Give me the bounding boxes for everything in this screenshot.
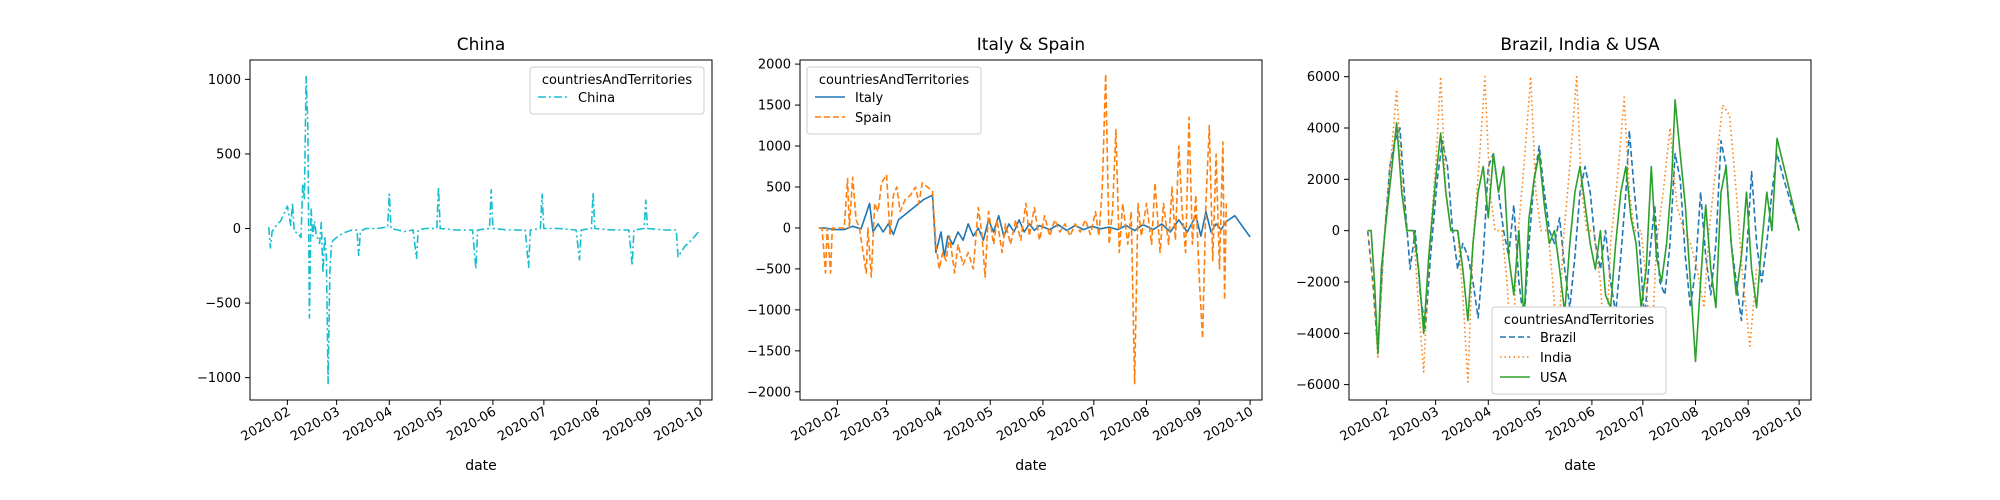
y-tick-label: 500 [216,147,241,162]
y-tick-label: −2000 [1296,275,1340,290]
y-tick-label: 4000 [1307,122,1340,137]
y-tick-label: 1000 [758,140,791,155]
legend-box [806,66,982,135]
legend: countriesAndTerritories Italy Spain [806,66,982,135]
y-tick-label: −1500 [747,344,791,359]
legend-title: countriesAndTerritories [1504,313,1655,328]
x-axis-label: date [1015,458,1047,474]
y-tick-label: 2000 [758,58,791,73]
y-tick-label: 0 [783,221,791,236]
y-tick-label: 6000 [1307,70,1340,85]
series-line-india [1366,75,1758,383]
panel-brazil-india-usa: Brazil, India & USA −6000 −4000 −2000 0 2000… [1296,35,1812,474]
legend-entry: Spain [855,111,891,126]
y-tick-label: −6000 [1296,378,1340,393]
y-tick-label: 1000 [208,73,241,88]
plot-frame [1348,59,1812,401]
legend-entry: Brazil [1540,331,1576,346]
y-tick-label: −2000 [747,385,791,400]
legend-box [1491,306,1667,395]
y-tick-label: −500 [205,297,241,312]
chart-title: Italy & Spain [977,35,1085,55]
series-line-spain [818,73,1228,385]
x-axis-label: date [465,458,497,474]
y-tick-label: −4000 [1296,327,1340,342]
legend-entry: India [1540,351,1572,366]
series-line-china [267,75,701,385]
chart-title: Brazil, India & USA [1500,35,1660,55]
y-tick-label: 500 [766,180,791,195]
series-line-usa [1367,99,1800,363]
y-tick-label: −500 [755,262,791,277]
chart-title: China [457,35,506,55]
legend: countriesAndTerritories Brazil India USA [1491,306,1667,395]
y-tick-label: −1000 [197,371,241,386]
legend-title: countriesAndTerritories [819,73,970,88]
y-tick-label: 2000 [1307,173,1340,188]
legend-entry: China [578,91,615,106]
legend-entry: USA [1540,371,1567,386]
y-tick-label: 0 [233,222,241,237]
series-line-brazil [1366,127,1800,352]
y-tick-label: 0 [1332,224,1340,239]
x-axis-label: date [1564,458,1596,474]
legend-title: countriesAndTerritories [542,73,693,88]
legend-box [529,66,705,115]
legend-entry: Italy [855,91,884,106]
plot-frame [249,59,713,401]
legend: countriesAndTerritories China [529,66,705,115]
plot-frame [799,59,1263,401]
y-tick-label: −1000 [747,303,791,318]
y-tick-label: 1500 [758,99,791,114]
